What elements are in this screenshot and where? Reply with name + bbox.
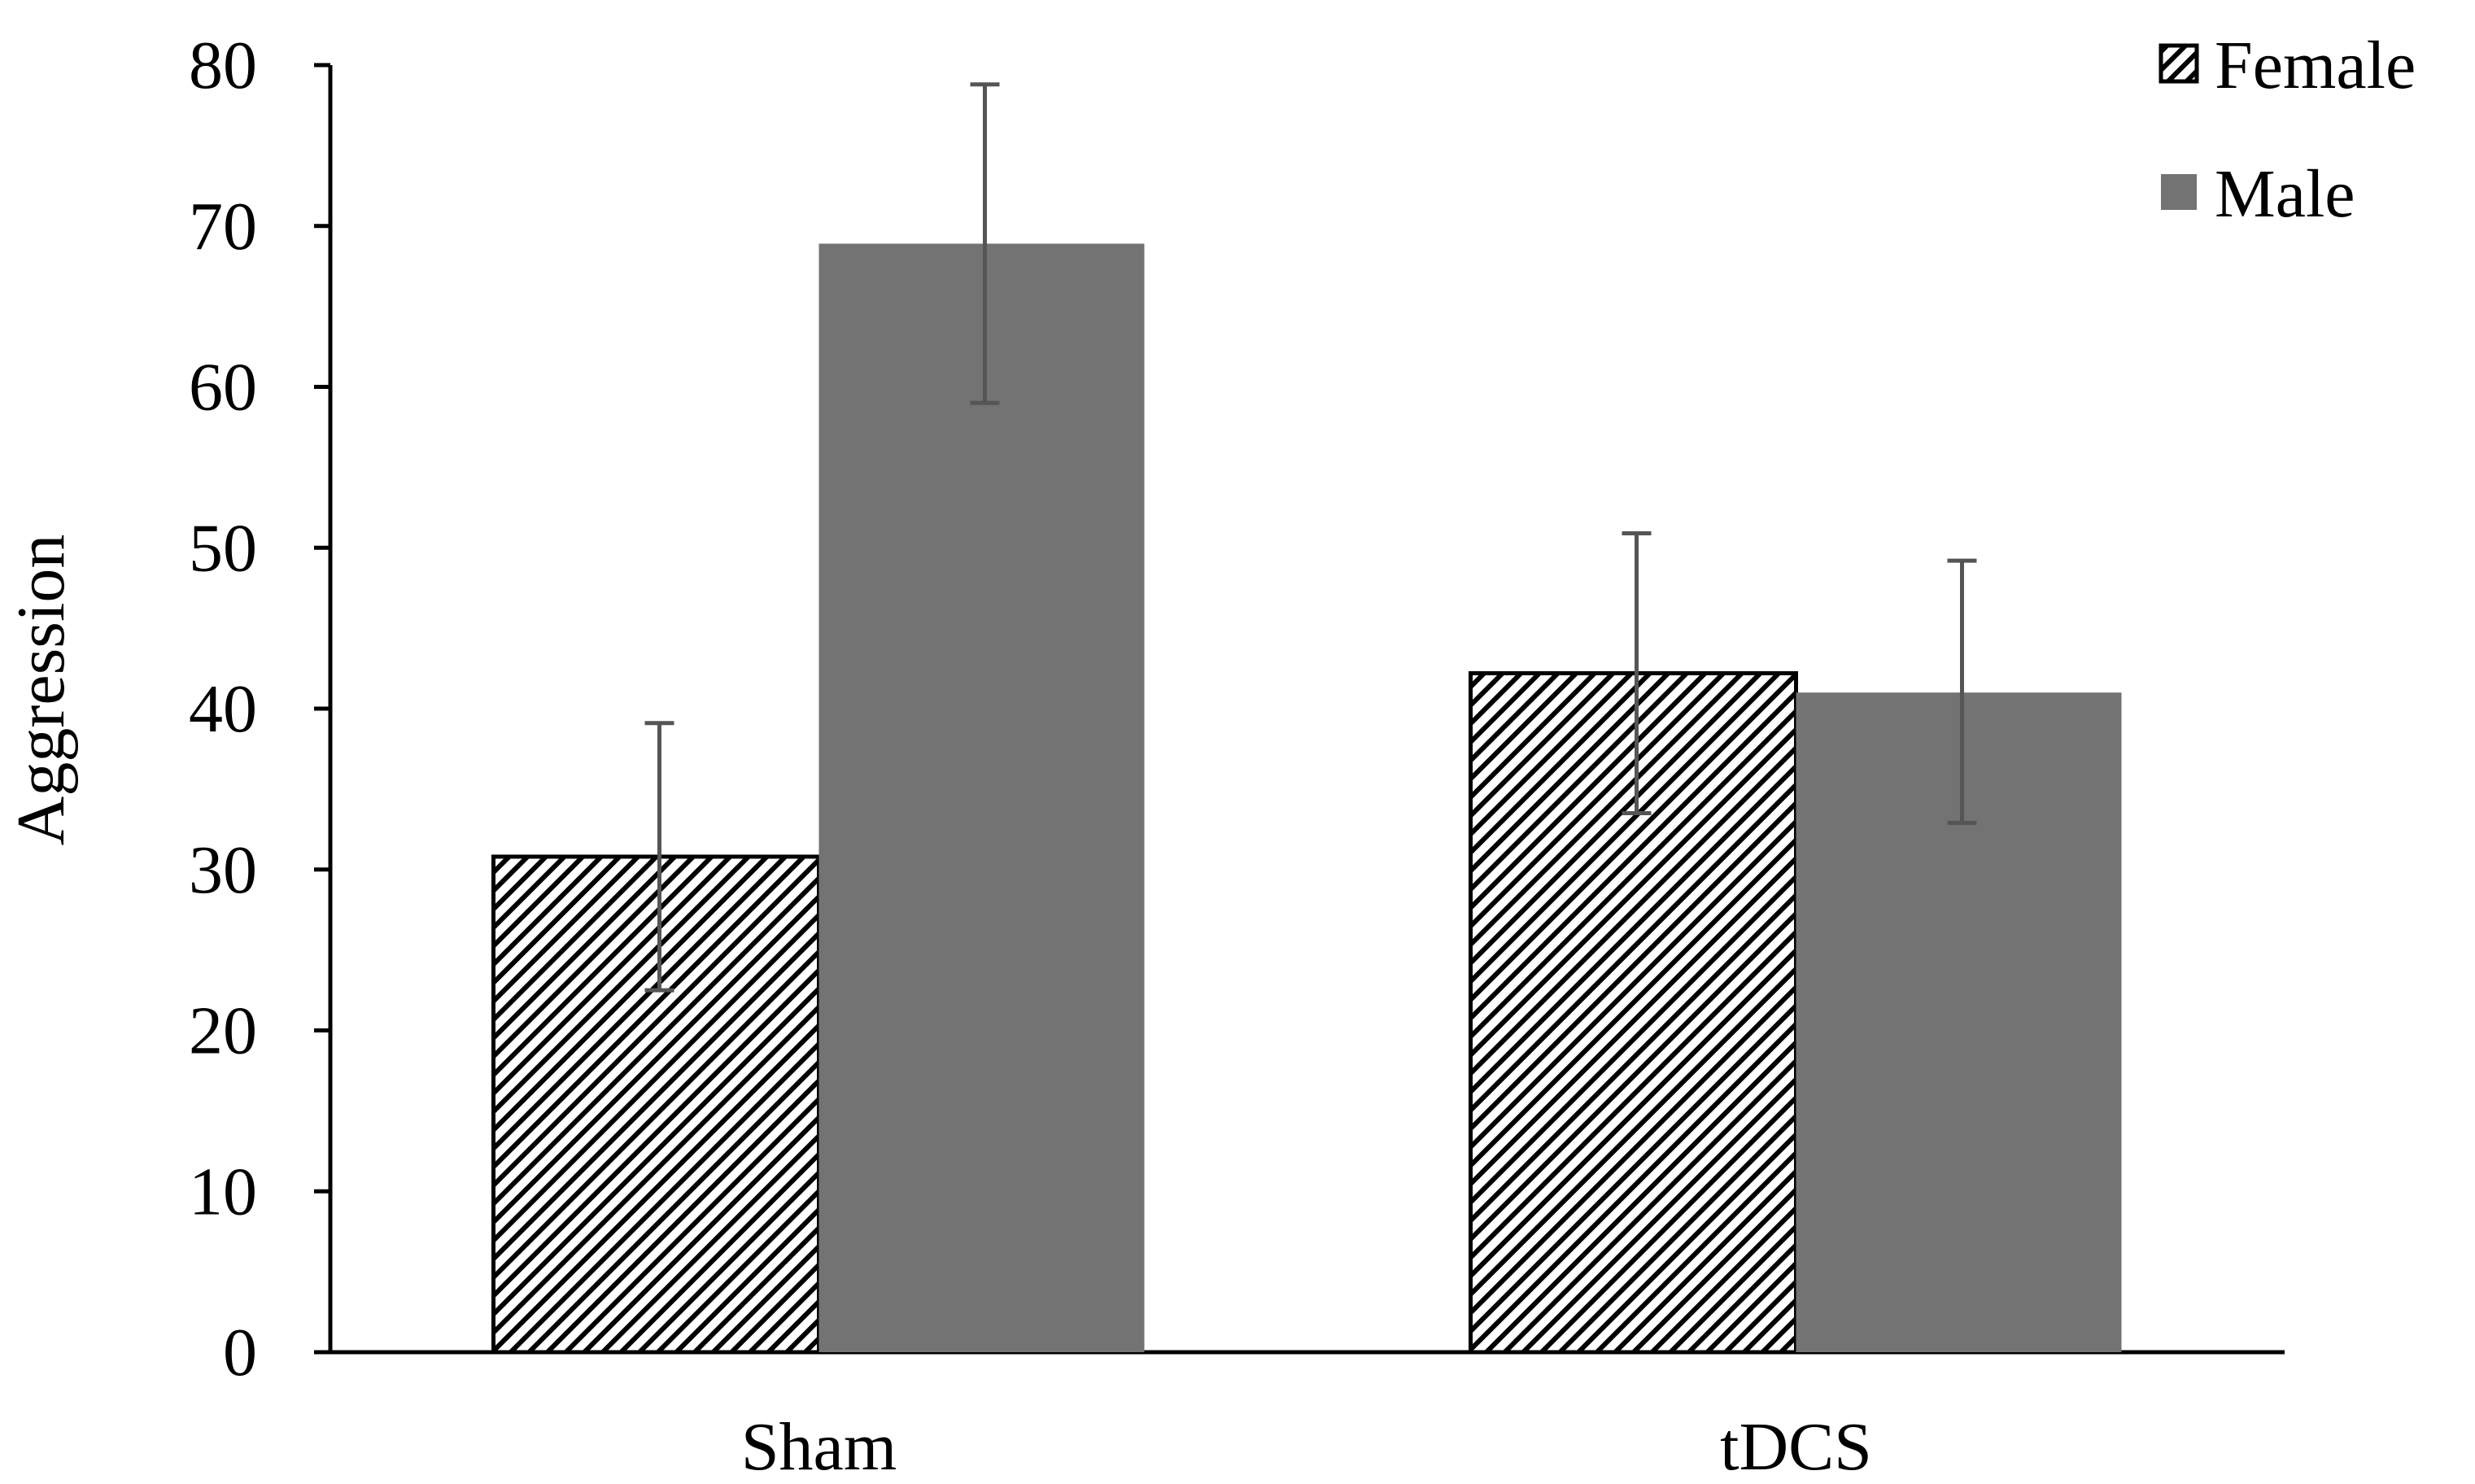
bar-male-tdcs (1796, 692, 2122, 1352)
legend-swatch-female (2159, 43, 2199, 84)
x-category-label: tDCS (1720, 1409, 1872, 1484)
legend-label-female: Female (2215, 28, 2416, 103)
y-tick-label: 50 (189, 510, 257, 586)
x-category-label: Sham (741, 1409, 897, 1484)
bar-male-sham (818, 243, 1145, 1353)
y-tick-label: 30 (189, 832, 257, 908)
legend: Female Male (2159, 28, 2416, 232)
y-tick-label: 80 (189, 28, 257, 103)
y-tick-label: 60 (189, 350, 257, 426)
error-bar-female-sham (644, 721, 674, 993)
y-tick-label: 20 (189, 993, 257, 1069)
y-tick-label: 70 (189, 189, 257, 264)
y-tick-label: 0 (223, 1315, 257, 1390)
y-tick-label: 10 (189, 1154, 257, 1229)
y-axis-title: Aggression (3, 535, 79, 846)
error-bar-male-sham (970, 82, 1000, 405)
bar-female-sham (491, 854, 821, 1355)
bar-female-tdcs (1469, 670, 1798, 1355)
legend-swatch-male (2161, 174, 2197, 210)
error-bar-male-tdcs (1947, 558, 1977, 825)
legend-label-male: Male (2215, 156, 2355, 232)
error-bar-female-tdcs (1622, 530, 1652, 816)
y-tick-label: 40 (189, 671, 257, 747)
